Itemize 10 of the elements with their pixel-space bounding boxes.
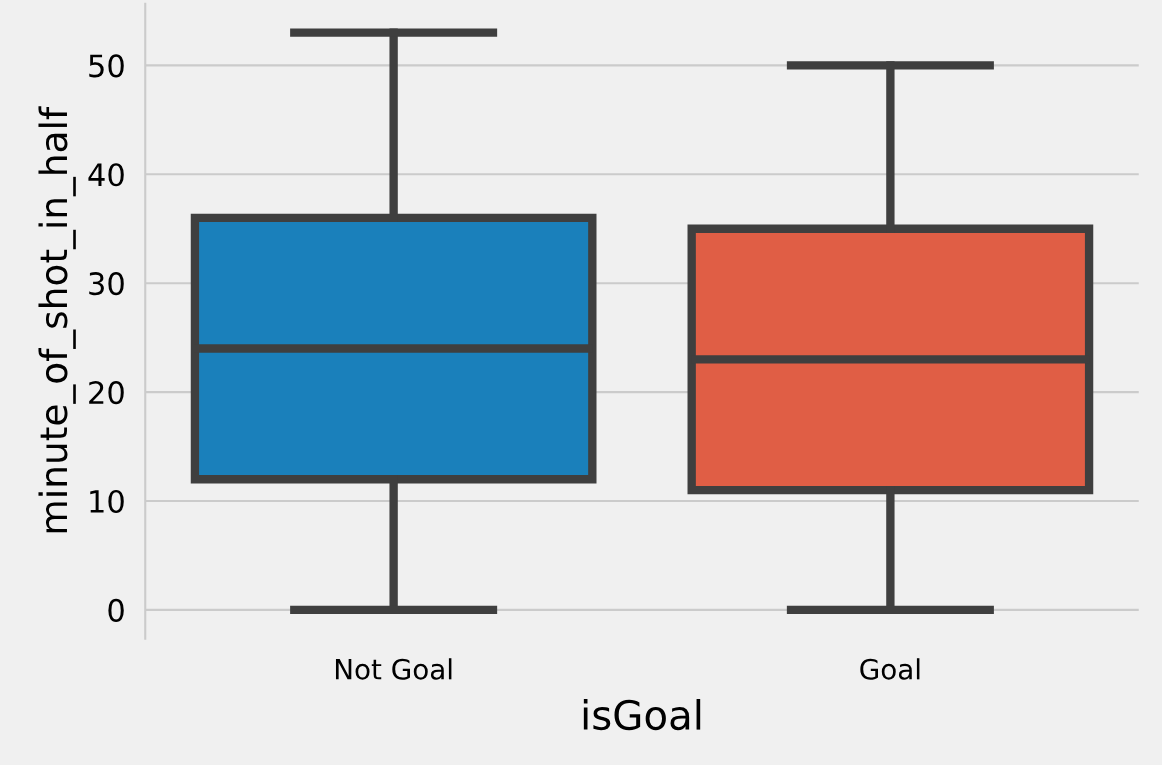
y-tick-label: 10 xyxy=(90,489,124,514)
y-tick-label: 20 xyxy=(89,381,124,405)
y-tick-label: 0 xyxy=(108,598,124,622)
y-axis-title: minute_of_shot_in_half xyxy=(38,106,76,533)
y-tick-label: 30 xyxy=(89,272,124,296)
x-tick-label: Goal xyxy=(860,658,920,680)
y-tick-label: 50 xyxy=(89,54,124,78)
x-axis-title: isGoal xyxy=(583,698,701,731)
x-tick-label: Not Goal xyxy=(335,658,452,680)
y-tick-label: 40 xyxy=(88,163,124,187)
